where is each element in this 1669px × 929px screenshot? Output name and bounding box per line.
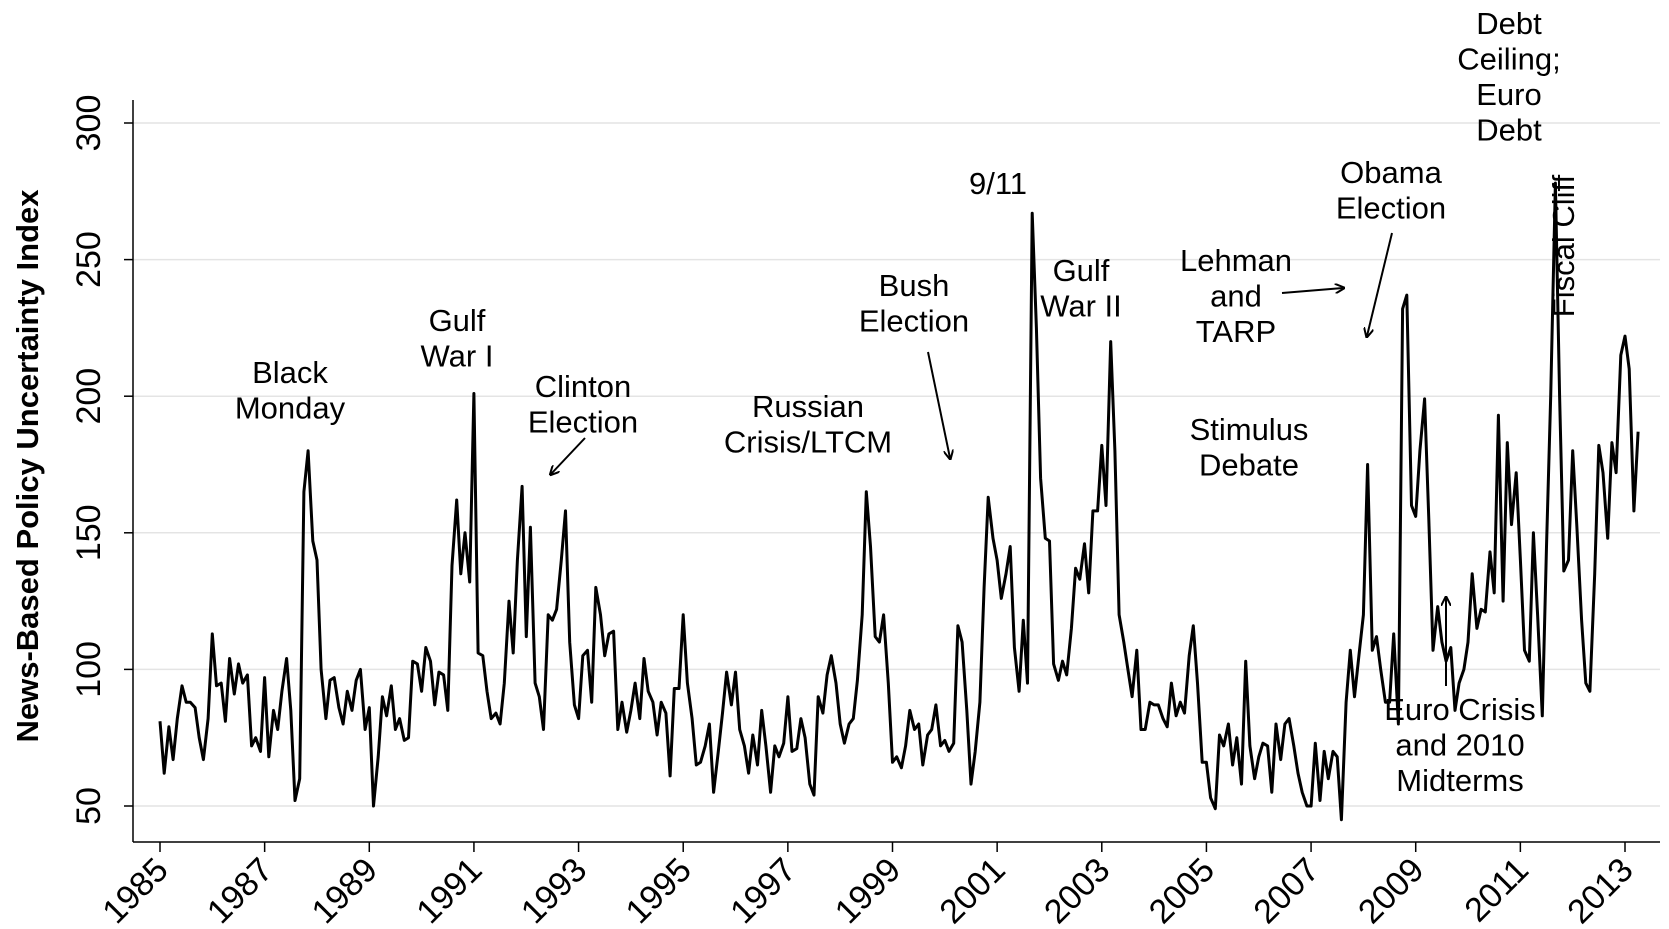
annotation-line: 9/11 bbox=[969, 166, 1027, 201]
x-tick-label: 1995 bbox=[619, 851, 699, 929]
annotation-line: Fiscal Cliff bbox=[1546, 174, 1581, 317]
x-tick-label: 2009 bbox=[1351, 851, 1431, 929]
annotation-line: Debate bbox=[1199, 448, 1299, 483]
x-tick-label: 1989 bbox=[305, 851, 385, 929]
annotation-label: Black Monday bbox=[235, 355, 346, 426]
x-tick-label: 2011 bbox=[1457, 851, 1536, 929]
annotation: Stimulus Debate bbox=[1190, 412, 1309, 483]
annotation-label: Euro Crisis and 2010 Midterms bbox=[1384, 692, 1536, 798]
axes bbox=[132, 100, 1660, 843]
annotation-label: Fiscal Cliff bbox=[1546, 174, 1581, 317]
annotation-line: Bush bbox=[879, 268, 950, 303]
y-tick-label: 250 bbox=[70, 231, 108, 288]
annotation: Euro Crisis and 2010 Midterms bbox=[1384, 598, 1536, 798]
annotation: Gulf War I bbox=[421, 303, 494, 374]
annotation-line: War II bbox=[1040, 289, 1122, 324]
x-tick-label: 1993 bbox=[514, 851, 594, 929]
x-tick-label: 1999 bbox=[828, 851, 908, 929]
annotation-line: Midterms bbox=[1396, 763, 1523, 798]
annotation-arrow bbox=[1281, 288, 1343, 294]
annotation-label: Russian Crisis/LTCM bbox=[724, 389, 892, 460]
y-tick-label: 100 bbox=[70, 641, 108, 698]
x-tick-label: 1985 bbox=[95, 851, 175, 929]
annotation-label: Debt Ceiling; Euro Debt bbox=[1457, 6, 1560, 148]
annotation-line: Gulf bbox=[429, 303, 486, 338]
annotation-line: Euro Crisis bbox=[1384, 692, 1536, 727]
annotation-label: Gulf War II bbox=[1040, 253, 1122, 324]
annotation-line: War I bbox=[421, 339, 494, 374]
x-tick-label: 2005 bbox=[1142, 851, 1222, 929]
annotation-line: Stimulus bbox=[1190, 412, 1309, 447]
annotation: Gulf War II bbox=[1040, 253, 1122, 324]
annotation-line: Election bbox=[528, 405, 638, 440]
annotation-line: Obama bbox=[1340, 155, 1442, 190]
annotation: Bush Election bbox=[859, 268, 969, 458]
annotation-line: Gulf bbox=[1053, 253, 1110, 288]
annotation-line: and 2010 bbox=[1395, 728, 1524, 763]
series-line bbox=[158, 181, 1640, 822]
annotation-label: Clinton Election bbox=[528, 369, 638, 440]
annotation-label: Lehman and TARP bbox=[1180, 243, 1292, 349]
y-axis-title: News-Based Policy Uncertainty Index bbox=[10, 189, 45, 743]
annotation-line: Euro bbox=[1476, 77, 1541, 112]
annotation: Lehman and TARP bbox=[1180, 243, 1343, 349]
annotation-line: Russian bbox=[752, 389, 864, 424]
annotation-label: Bush Election bbox=[859, 268, 969, 339]
annotation-line: Election bbox=[1336, 191, 1446, 226]
annotation-line: TARP bbox=[1196, 314, 1276, 349]
y-axis-ticks: 50 100 150 200 250 300 bbox=[70, 95, 133, 825]
y-tick-label: 50 bbox=[70, 787, 108, 825]
y-tick-label: 150 bbox=[70, 504, 108, 561]
annotation-line: Debt bbox=[1476, 6, 1542, 41]
annotation: Clinton Election bbox=[528, 369, 638, 474]
annotation: Fiscal Cliff bbox=[1546, 174, 1581, 317]
y-tick-label: 200 bbox=[70, 368, 108, 425]
x-tick-label: 1997 bbox=[723, 851, 803, 929]
annotation-line: Black bbox=[252, 355, 328, 390]
annotation-line: Debt bbox=[1476, 113, 1542, 148]
annotation-line: Monday bbox=[235, 391, 346, 426]
annotation-arrow bbox=[1367, 232, 1393, 336]
x-tick-label: 2007 bbox=[1246, 851, 1326, 929]
x-tick-label: 2013 bbox=[1560, 851, 1640, 929]
annotation: Obama Election bbox=[1336, 155, 1446, 336]
annotation-line: and bbox=[1210, 279, 1262, 314]
annotation-line: Clinton bbox=[535, 369, 632, 404]
annotation: Debt Ceiling; Euro Debt bbox=[1457, 6, 1560, 148]
annotation-arrow bbox=[551, 437, 586, 474]
annotation-label: Stimulus Debate bbox=[1190, 412, 1309, 483]
y-tick-label: 300 bbox=[70, 95, 108, 152]
annotation-line: Election bbox=[859, 304, 969, 339]
x-axis-ticks: 1985 1987 1989 1991 1993 1995 1997 1999 2001 2003… bbox=[95, 842, 1641, 929]
annotation-label: Obama Election bbox=[1336, 155, 1446, 226]
annotation-line: Lehman bbox=[1180, 243, 1292, 278]
annotation: 9/11 bbox=[969, 166, 1027, 201]
x-tick-label: 1991 bbox=[409, 851, 489, 929]
x-tick-label: 1987 bbox=[200, 851, 280, 929]
x-tick-label: 2003 bbox=[1037, 851, 1117, 929]
annotation-line: Crisis/LTCM bbox=[724, 425, 892, 460]
annotation-line: Ceiling; bbox=[1457, 42, 1560, 77]
annotation-label: Gulf War I bbox=[421, 303, 494, 374]
annotation-label: 9/11 bbox=[969, 166, 1027, 201]
annotation: Russian Crisis/LTCM bbox=[724, 389, 892, 460]
x-tick-label: 2001 bbox=[932, 851, 1012, 929]
gridlines bbox=[133, 122, 1660, 807]
annotation: Black Monday bbox=[235, 355, 346, 426]
annotation-arrow bbox=[927, 351, 950, 458]
